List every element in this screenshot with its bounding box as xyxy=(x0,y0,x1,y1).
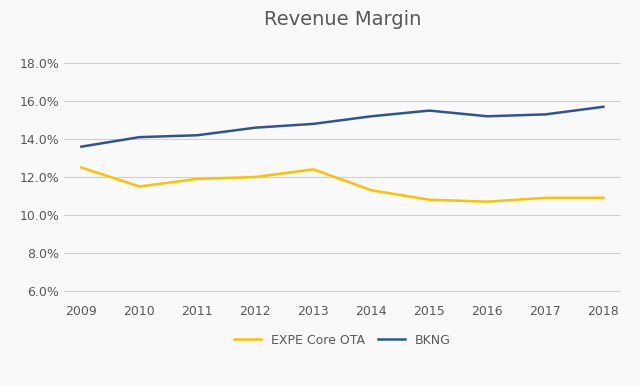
Line: EXPE Core OTA: EXPE Core OTA xyxy=(81,167,604,202)
EXPE Core OTA xyxy=(600,196,607,200)
BKNG xyxy=(367,114,375,119)
EXPE Core OTA xyxy=(310,167,317,172)
EXPE Core OTA xyxy=(484,199,492,204)
EXPE Core OTA xyxy=(426,198,433,202)
BKNG xyxy=(252,126,259,130)
EXPE Core OTA xyxy=(252,175,259,179)
BKNG xyxy=(310,122,317,126)
Line: BKNG: BKNG xyxy=(81,107,604,147)
EXPE Core OTA xyxy=(193,177,201,181)
EXPE Core OTA xyxy=(541,196,549,200)
Title: Revenue Margin: Revenue Margin xyxy=(264,10,421,28)
BKNG xyxy=(600,104,607,109)
EXPE Core OTA xyxy=(367,188,375,192)
BKNG xyxy=(484,114,492,119)
EXPE Core OTA xyxy=(77,165,85,170)
BKNG xyxy=(136,135,143,139)
EXPE Core OTA xyxy=(136,184,143,189)
BKNG xyxy=(77,144,85,149)
BKNG xyxy=(426,108,433,113)
Legend: EXPE Core OTA, BKNG: EXPE Core OTA, BKNG xyxy=(228,329,456,352)
BKNG xyxy=(193,133,201,137)
BKNG xyxy=(541,112,549,117)
